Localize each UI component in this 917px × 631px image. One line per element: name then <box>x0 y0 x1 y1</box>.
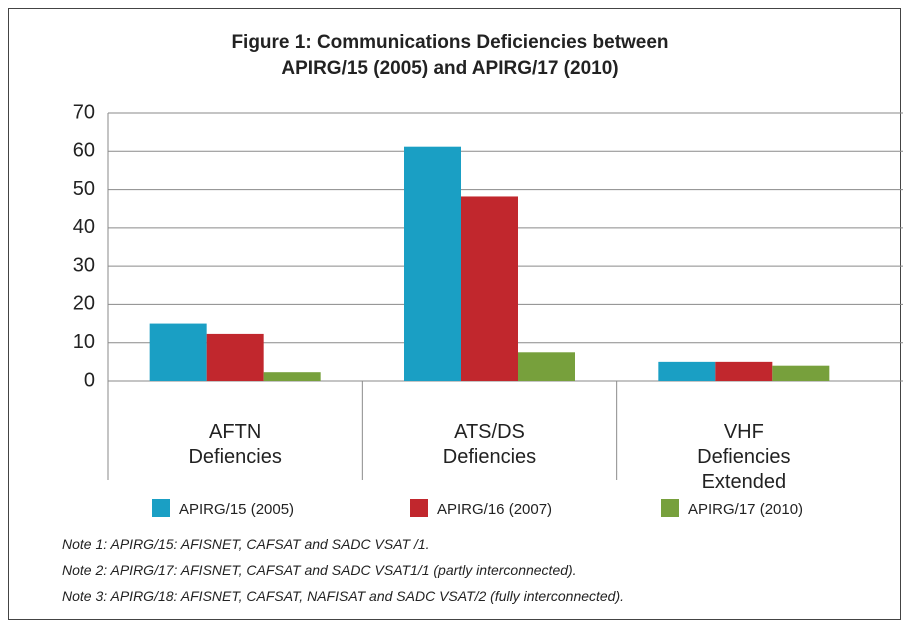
y-tick-label: 40 <box>73 216 95 238</box>
note: Note 1: APIRG/15: AFISNET, CAFSAT and SA… <box>62 536 430 552</box>
bar <box>772 365 830 381</box>
bar <box>715 361 773 381</box>
y-tick-label: 50 <box>73 178 95 200</box>
note: Note 3: APIRG/18: AFISNET, CAFSAT, NAFIS… <box>62 588 625 604</box>
bar <box>149 323 207 381</box>
y-tick-label: 10 <box>73 331 95 353</box>
bar <box>206 333 264 381</box>
legend-swatch <box>410 499 428 517</box>
bar <box>658 361 716 381</box>
figure-frame <box>8 8 901 620</box>
chart-title: Figure 1: Communications Deficiencies be… <box>231 32 669 79</box>
bar <box>461 196 518 381</box>
x-tick-label: VHF Defiencies Extended <box>697 421 791 493</box>
y-tick-label: 20 <box>73 293 95 315</box>
y-tick-label: 0 <box>84 369 95 391</box>
y-tick-label: 60 <box>73 140 95 162</box>
legend-swatch <box>152 499 170 517</box>
x-tick-label: ATS/DS Defiencies <box>442 421 537 468</box>
bar <box>263 372 321 381</box>
y-tick-label: 70 <box>73 101 95 123</box>
y-tick-label: 30 <box>73 254 95 276</box>
bar <box>518 352 575 381</box>
legend-label: APIRG/17 (2010) <box>688 501 803 518</box>
x-tick-label: AFTN Defiencies <box>188 421 282 468</box>
legend-label: APIRG/15 (2005) <box>179 501 294 518</box>
bar <box>404 146 461 381</box>
legend-swatch <box>661 499 679 517</box>
note: Note 2: APIRG/17: AFISNET, CAFSAT and SA… <box>62 562 577 578</box>
legend-label: APIRG/16 (2007) <box>437 501 552 518</box>
